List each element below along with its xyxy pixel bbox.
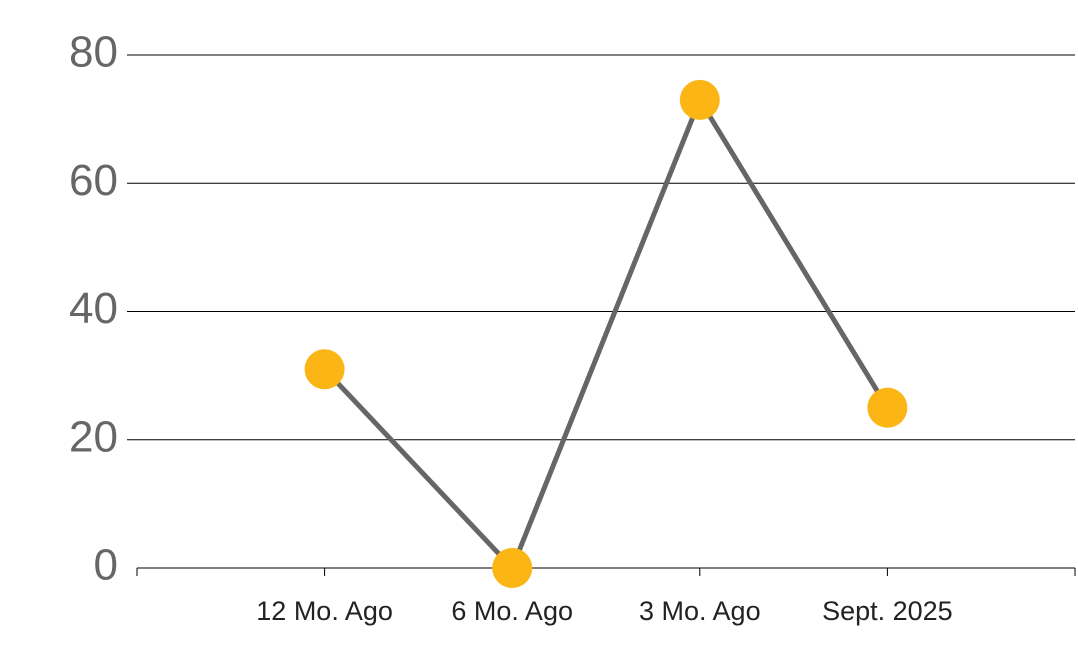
y-tick-label: 0 — [94, 541, 118, 590]
x-tick-label: 3 Mo. Ago — [639, 596, 761, 626]
marker — [492, 548, 533, 588]
line — [322, 94, 890, 573]
y-tick-label: 20 — [69, 412, 118, 461]
marker — [867, 387, 908, 428]
marker — [304, 349, 345, 390]
marker — [679, 79, 720, 120]
x-tick-label: Sept. 2025 — [822, 596, 953, 626]
y-tick-label: 40 — [69, 284, 118, 333]
x-tick-label: 6 Mo. Ago — [451, 596, 573, 626]
y-tick-label: 60 — [69, 156, 118, 205]
x-tick-label: 12 Mo. Ago — [256, 596, 393, 626]
y-tick-label: 80 — [69, 28, 118, 77]
